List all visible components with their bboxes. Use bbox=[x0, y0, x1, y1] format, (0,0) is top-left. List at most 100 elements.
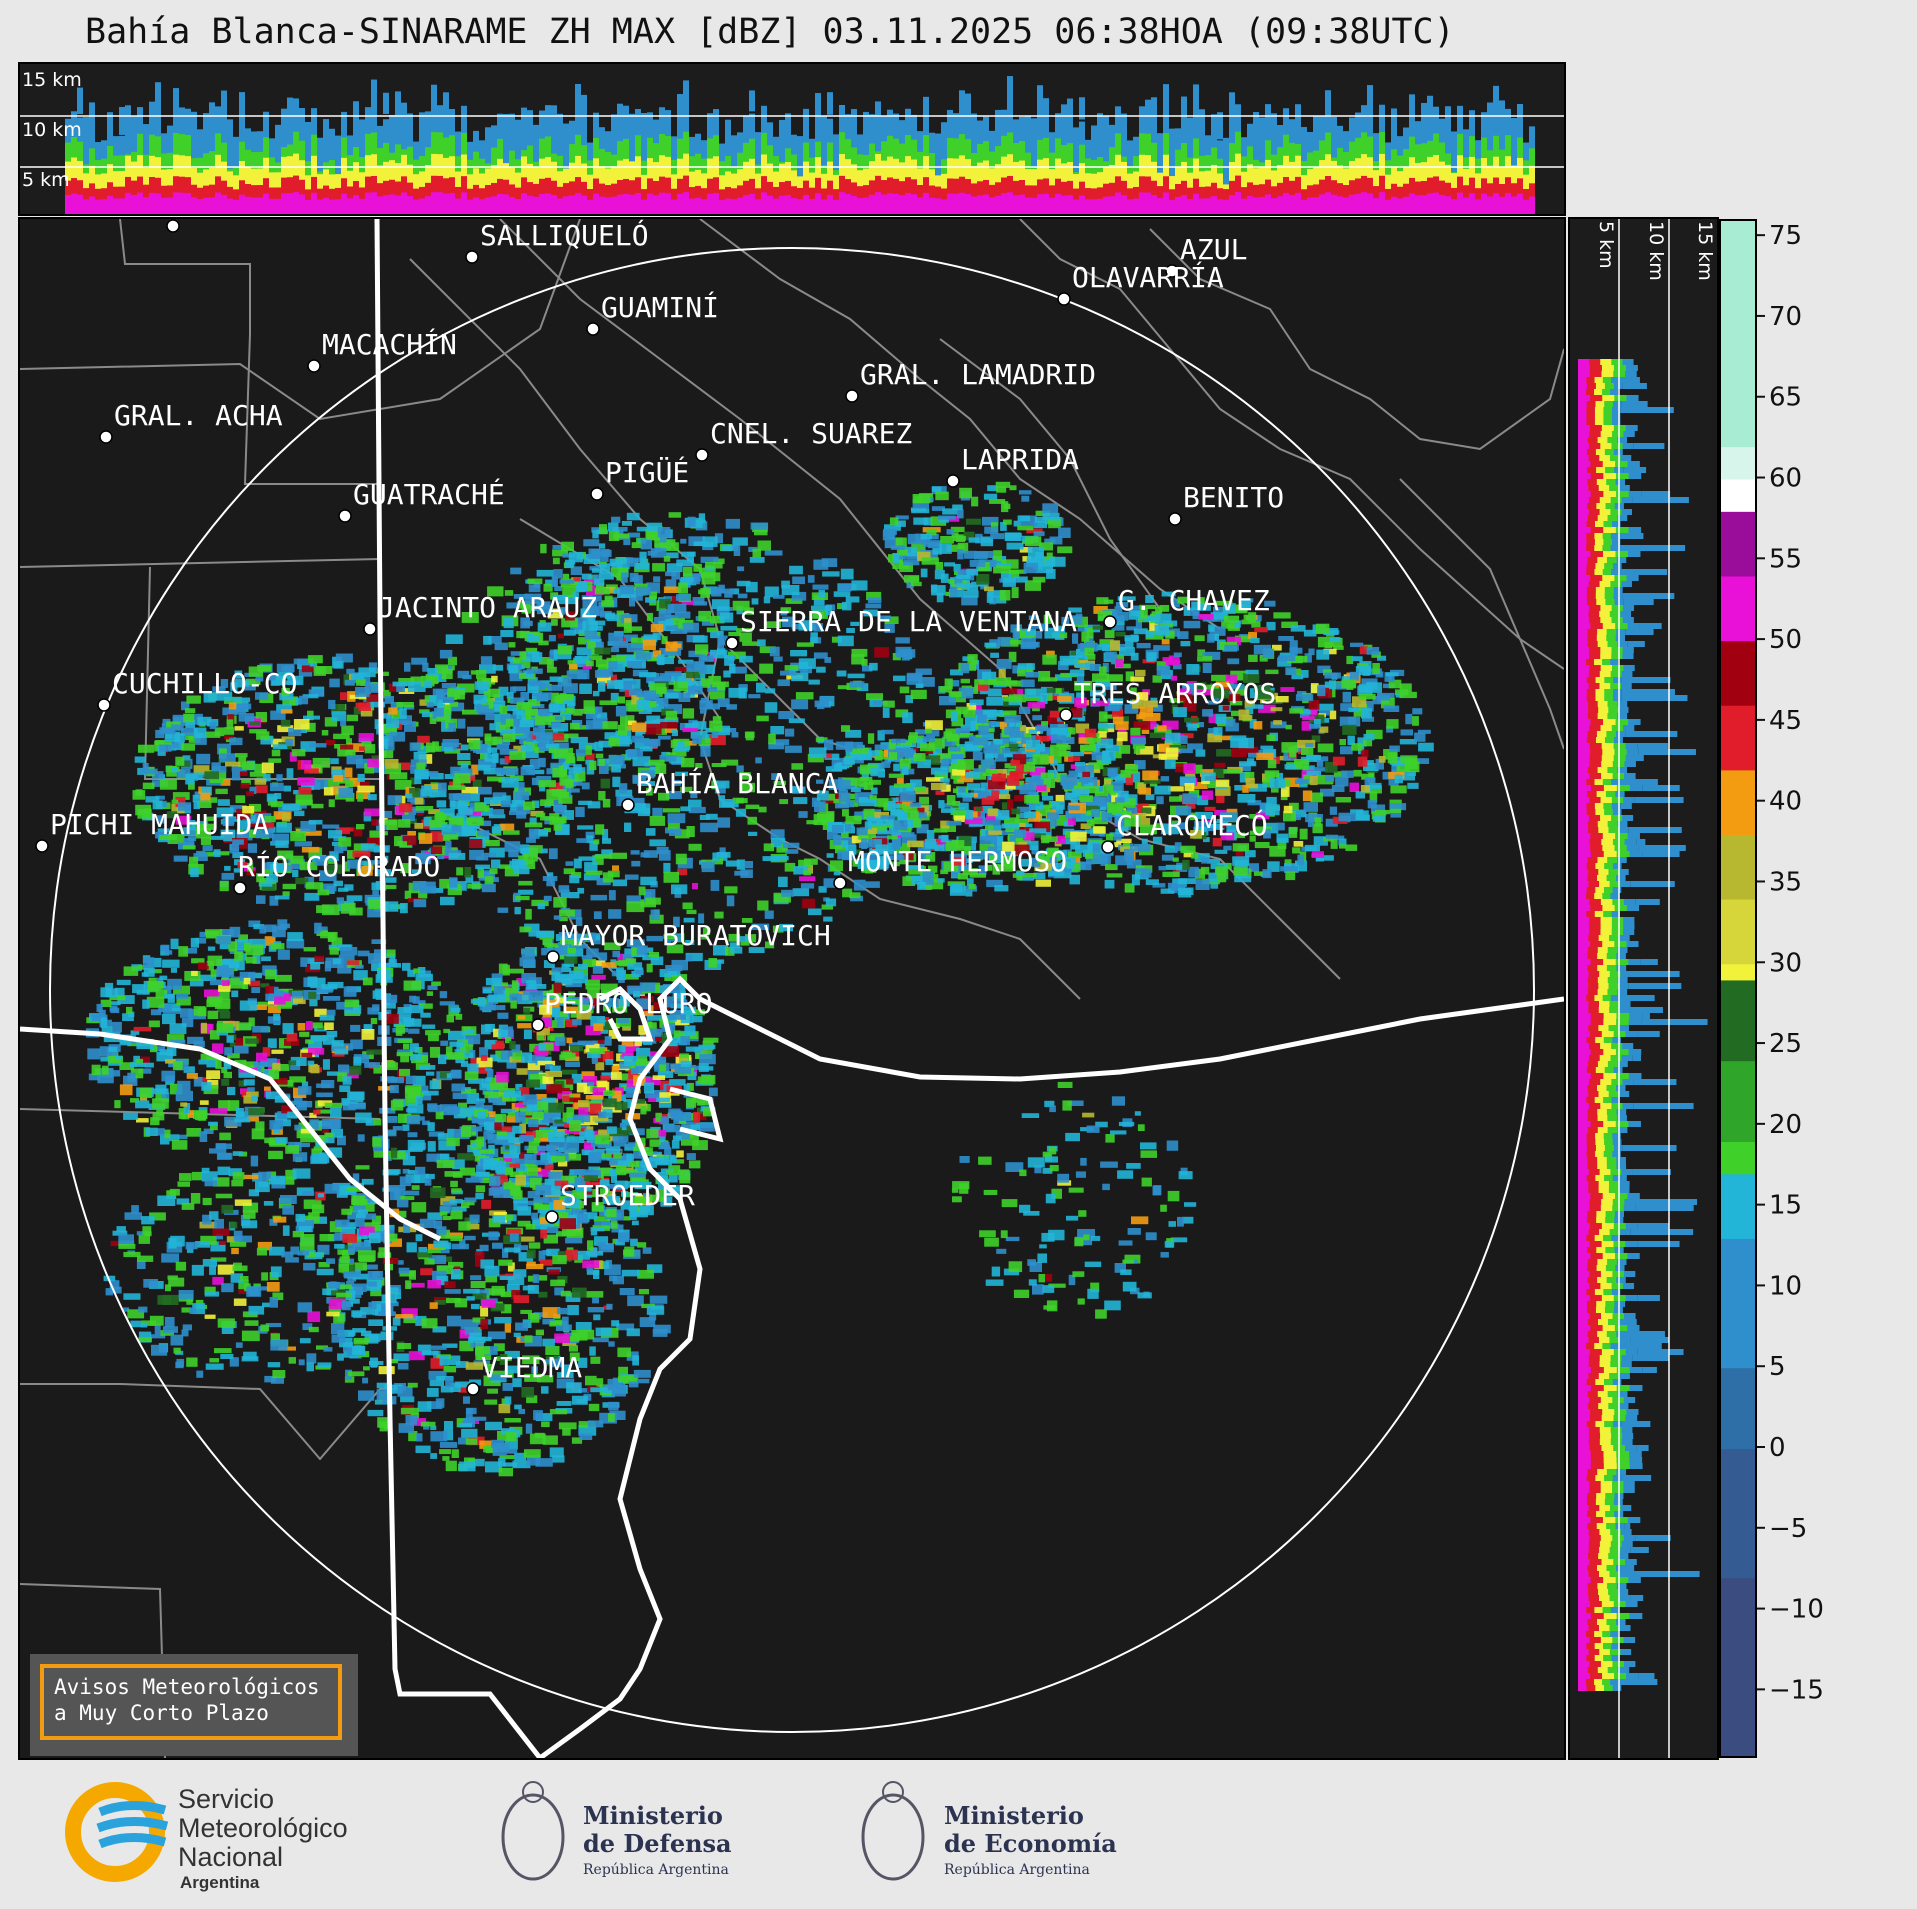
city-dot-icon bbox=[166, 219, 180, 233]
city-label: SIERRA DE LA VENTANA bbox=[740, 605, 1077, 638]
city-marker: JACINTO ARAUZ bbox=[363, 591, 597, 636]
city-label: TRES ARROYOS bbox=[1074, 677, 1276, 710]
side-cross-section-plot: 5 km 10 km 15 km bbox=[1578, 219, 1716, 1758]
city-marker: PICHI MAHUIDA bbox=[35, 808, 269, 853]
city-marker: MONTE HERMOSO bbox=[833, 845, 1067, 890]
city-marker: LAPRIDA bbox=[946, 443, 1079, 488]
colorbar bbox=[1719, 219, 1757, 1758]
colorbar-tick: −10 bbox=[1757, 1595, 1824, 1625]
city-marker: BAHÍA BLANCA bbox=[621, 766, 838, 812]
smn-line-2: Meteorológico bbox=[178, 1813, 348, 1843]
city-label: MAYOR BURATOVICH bbox=[561, 919, 831, 952]
defensa-logo: Ministerio de Defensa República Argentin… bbox=[501, 1781, 732, 1881]
city-dot-icon bbox=[545, 1210, 559, 1224]
colorbar-tick: 25 bbox=[1757, 1029, 1802, 1059]
colorbar-tick: 70 bbox=[1757, 302, 1802, 332]
city-dot-icon bbox=[586, 322, 600, 336]
city-dot-icon bbox=[531, 1018, 545, 1032]
city-dot-icon bbox=[97, 698, 111, 712]
city-marker: OLAVARRÍA bbox=[1057, 260, 1224, 306]
city-marker: CUCHILLO-CO bbox=[97, 667, 297, 712]
coat-of-arms-icon bbox=[861, 1793, 925, 1881]
city-label: BENITO bbox=[1183, 481, 1284, 514]
city-label: SANTA ROSA bbox=[180, 219, 349, 221]
city-dot-icon bbox=[99, 430, 113, 444]
city-label: MACACHÍN bbox=[322, 327, 457, 361]
city-label: AZUL bbox=[1180, 233, 1247, 266]
city-label: PIGÜÉ bbox=[605, 455, 689, 489]
colorbar-tick: 0 bbox=[1757, 1433, 1786, 1463]
city-dot-icon bbox=[1165, 264, 1179, 278]
city-dot-icon bbox=[621, 798, 635, 812]
colorbar-tick: 55 bbox=[1757, 544, 1802, 574]
city-marker: TRES ARROYOS bbox=[1059, 677, 1276, 722]
colorbar-gradient bbox=[1721, 221, 1755, 1756]
city-dot-icon bbox=[307, 359, 321, 373]
smn-line-3: Nacional bbox=[178, 1842, 283, 1872]
smn-logo: Servicio Meteorológico Nacional Argentin… bbox=[65, 1782, 348, 1892]
warning-line-2: a Muy Corto Plazo bbox=[54, 1701, 269, 1725]
smn-line-4: Argentina bbox=[180, 1873, 260, 1892]
city-label: CNEL. SUAREZ bbox=[710, 417, 912, 450]
economia-line-1: Ministerio bbox=[944, 1801, 1084, 1830]
colorbar-tick: 15 bbox=[1757, 1191, 1802, 1221]
colorbar-tick: 60 bbox=[1757, 464, 1802, 494]
colorbar-tick: 40 bbox=[1757, 787, 1802, 817]
city-marker: RÍO COLORADO bbox=[233, 849, 440, 895]
city-label: GRAL. LAMADRID bbox=[860, 358, 1096, 391]
city-dot-icon bbox=[338, 509, 352, 523]
city-dot-icon bbox=[546, 950, 560, 964]
city-label: PEDRO LURO bbox=[544, 987, 713, 1020]
city-label: BAHÍA BLANCA bbox=[636, 766, 838, 800]
city-marker: STROEDER bbox=[545, 1179, 695, 1224]
colorbar-tick: 75 bbox=[1757, 221, 1802, 251]
city-dot-icon bbox=[35, 839, 49, 853]
warning-box-frame: Avisos Meteorológicos a Muy Corto Plazo bbox=[40, 1664, 342, 1740]
city-label: STROEDER bbox=[560, 1179, 695, 1212]
warning-box[interactable]: Avisos Meteorológicos a Muy Corto Plazo bbox=[30, 1654, 358, 1756]
city-marker: MAYOR BURATOVICH bbox=[546, 919, 831, 964]
city-label: OLAVARRÍA bbox=[1072, 260, 1224, 294]
city-marker: GUATRACHÉ bbox=[338, 477, 505, 523]
top-cross-section: 15 km 10 km 5 km bbox=[18, 62, 1566, 216]
defensa-line-2: de Defensa bbox=[583, 1829, 732, 1858]
city-label: VIEDMA bbox=[481, 1351, 582, 1384]
city-marker: PIGÜÉ bbox=[590, 455, 689, 501]
city-marker: VIEDMA bbox=[466, 1351, 582, 1396]
economia-logo: Ministerio de Economía República Argenti… bbox=[861, 1781, 1117, 1881]
city-dot-icon bbox=[1168, 512, 1182, 526]
city-label: GUAMINÍ bbox=[601, 290, 719, 324]
warning-line-1: Avisos Meteorológicos bbox=[54, 1675, 320, 1699]
city-marker: PEDRO LURO bbox=[531, 987, 713, 1032]
chart-title: Bahía Blanca-SINARAME ZH MAX [dBZ] 03.11… bbox=[85, 12, 1455, 52]
defensa-line-3: República Argentina bbox=[583, 1862, 729, 1878]
side-alt-label-10km: 10 km bbox=[1645, 221, 1667, 281]
colorbar-tick: 50 bbox=[1757, 625, 1802, 655]
city-marker: BENITO bbox=[1168, 481, 1284, 526]
city-dot-icon bbox=[1101, 840, 1115, 854]
city-dot-icon bbox=[466, 1382, 480, 1396]
alt-label-10km: 10 km bbox=[22, 119, 82, 141]
colorbar-tick: −15 bbox=[1757, 1675, 1824, 1705]
city-marker: CLAROMECÓ bbox=[1101, 808, 1268, 854]
city-marker: G. CHAVEZ bbox=[1103, 584, 1270, 629]
city-dot-icon bbox=[725, 636, 739, 650]
smn-line-1: Servicio bbox=[178, 1784, 274, 1814]
city-dot-icon bbox=[845, 389, 859, 403]
city-label: PICHI MAHUIDA bbox=[50, 808, 269, 841]
city-marker: SIERRA DE LA VENTANA bbox=[725, 605, 1077, 650]
alt-label-15km: 15 km bbox=[22, 69, 82, 91]
city-dot-icon bbox=[1103, 615, 1117, 629]
city-marker: AZUL bbox=[1165, 233, 1247, 278]
city-dot-icon bbox=[465, 250, 479, 264]
city-label: GUATRACHÉ bbox=[353, 477, 505, 511]
city-dot-icon bbox=[946, 474, 960, 488]
city-label: GRAL. ACHA bbox=[114, 399, 283, 432]
city-dot-icon bbox=[590, 487, 604, 501]
footer-logos: Servicio Meteorológico Nacional Argentin… bbox=[65, 1781, 1117, 1892]
city-dot-icon bbox=[1057, 292, 1071, 306]
city-marker: GRAL. LAMADRID bbox=[845, 358, 1096, 403]
